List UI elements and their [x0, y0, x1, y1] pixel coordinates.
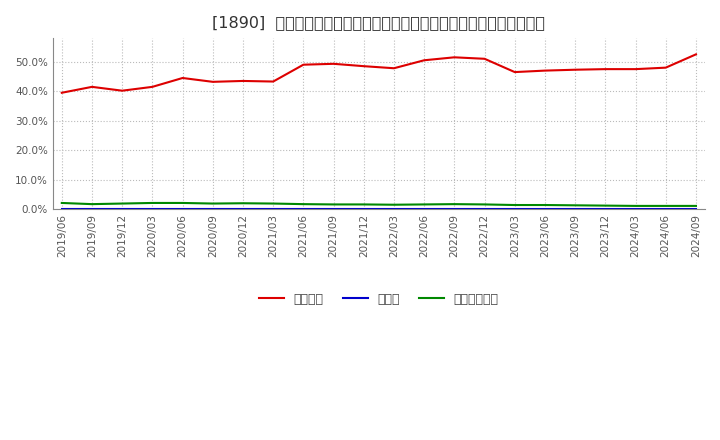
のれん — [480, 207, 489, 212]
繰延税金資産 — [571, 203, 580, 208]
自己資本 — [510, 70, 519, 75]
のれん — [450, 207, 459, 212]
繰延税金資産 — [450, 202, 459, 207]
Legend: 自己資本, のれん, 繰延税金資産: 自己資本, のれん, 繰延税金資産 — [254, 288, 504, 311]
繰延税金資産 — [58, 200, 66, 205]
のれん — [88, 207, 96, 212]
繰延税金資産 — [299, 202, 307, 207]
のれん — [118, 207, 127, 212]
自己資本 — [571, 67, 580, 72]
のれん — [420, 207, 428, 212]
繰延税金資産 — [420, 202, 428, 207]
繰延税金資産 — [480, 202, 489, 207]
のれん — [179, 207, 187, 212]
のれん — [148, 207, 157, 212]
繰延税金資産 — [601, 203, 610, 208]
のれん — [329, 207, 338, 212]
自己資本 — [541, 68, 549, 73]
繰延税金資産 — [88, 202, 96, 207]
繰延税金資産 — [238, 201, 247, 206]
自己資本 — [359, 63, 368, 69]
のれん — [510, 207, 519, 212]
繰延税金資産 — [692, 203, 701, 209]
Line: 自己資本: 自己資本 — [62, 55, 696, 93]
Line: 繰延税金資産: 繰延税金資産 — [62, 203, 696, 206]
のれん — [58, 207, 66, 212]
繰延税金資産 — [179, 200, 187, 205]
繰延税金資産 — [390, 202, 398, 207]
繰延税金資産 — [329, 202, 338, 207]
自己資本 — [450, 55, 459, 60]
のれん — [601, 207, 610, 212]
自己資本 — [179, 75, 187, 81]
繰延税金資産 — [148, 200, 157, 205]
自己資本 — [480, 56, 489, 62]
繰延税金資産 — [631, 203, 640, 209]
繰延税金資産 — [209, 201, 217, 206]
のれん — [662, 207, 670, 212]
のれん — [390, 207, 398, 212]
のれん — [299, 207, 307, 212]
自己資本 — [58, 90, 66, 95]
のれん — [209, 207, 217, 212]
自己資本 — [420, 58, 428, 63]
自己資本 — [269, 79, 277, 84]
繰延税金資産 — [510, 202, 519, 208]
自己資本 — [390, 66, 398, 71]
自己資本 — [329, 61, 338, 66]
自己資本 — [299, 62, 307, 67]
自己資本 — [692, 52, 701, 57]
繰延税金資産 — [662, 203, 670, 209]
自己資本 — [631, 66, 640, 72]
のれん — [692, 207, 701, 212]
繰延税金資産 — [541, 202, 549, 208]
自己資本 — [601, 66, 610, 72]
のれん — [269, 207, 277, 212]
自己資本 — [238, 78, 247, 84]
のれん — [238, 207, 247, 212]
のれん — [359, 207, 368, 212]
繰延税金資産 — [359, 202, 368, 207]
自己資本 — [88, 84, 96, 89]
のれん — [631, 207, 640, 212]
のれん — [571, 207, 580, 212]
Title: [1890]  自己資本、のれん、繰延税金資産の総資産に対する比率の推移: [1890] 自己資本、のれん、繰延税金資産の総資産に対する比率の推移 — [212, 15, 545, 30]
繰延税金資産 — [269, 201, 277, 206]
自己資本 — [662, 65, 670, 70]
自己資本 — [209, 79, 217, 84]
自己資本 — [118, 88, 127, 93]
のれん — [541, 207, 549, 212]
自己資本 — [148, 84, 157, 89]
繰延税金資産 — [118, 201, 127, 206]
